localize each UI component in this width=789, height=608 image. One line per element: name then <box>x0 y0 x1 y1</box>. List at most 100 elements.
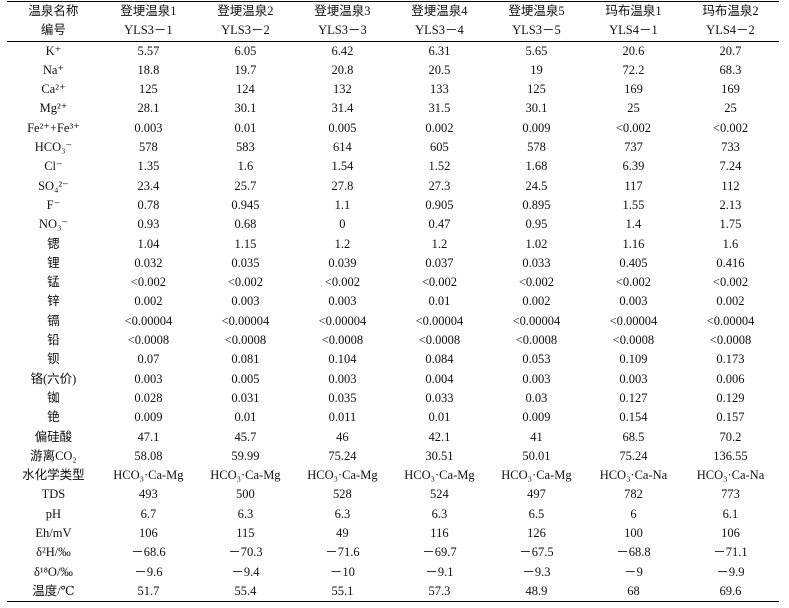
table-cell: 27.3 <box>428 178 451 193</box>
table-cell: 58.08 <box>134 448 163 463</box>
table-cell: 0.157 <box>716 410 745 425</box>
table-cell: 1.4 <box>625 217 642 232</box>
table-row: Eh/mV 106 115 49 116 126 100 106 <box>7 524 779 543</box>
table-row: Cl⁻ 1.35 1.6 1.54 1.52 1.68 6.39 7.24 <box>7 157 779 176</box>
row-label: 铯 <box>47 410 60 425</box>
table-cell: －68.6 <box>131 545 166 560</box>
table-cell: －9.9 <box>716 564 745 579</box>
row-label: 游离CO₂ <box>30 448 77 463</box>
table-cell: <0.002 <box>130 275 166 290</box>
row-label: Na⁺ <box>42 62 65 77</box>
row-label: Mg²⁺ <box>39 101 68 116</box>
table-row: 铯 0.009 0.01 0.011 0.01 0.009 0.154 0.157 <box>7 408 779 427</box>
table-cell: 55.1 <box>293 581 391 603</box>
header-cell: 登埂温泉5 <box>487 1 585 22</box>
table-cell: 31.4 <box>331 101 354 116</box>
table-cell: 7.24 <box>719 159 742 174</box>
table-cell: 6.31 <box>428 43 451 58</box>
table-row: 温度/℃ 51.7 55.4 55.1 57.3 48.9 68 69.6 <box>7 581 779 603</box>
header-row-ids: 编号 YLS3－1 YLS3－2 YLS3－3 YLS3－4 YLS3－5 YL… <box>7 21 779 42</box>
table-cell: －9.1 <box>425 564 454 579</box>
table-cell: 0.405 <box>619 255 648 270</box>
table-cell: 0.033 <box>425 390 454 405</box>
table-cell: －9.3 <box>522 564 551 579</box>
table-cell: HCO₃·Ca-Na <box>599 468 668 483</box>
table-cell: 0 <box>339 217 346 232</box>
table-cell: 0.009 <box>522 120 551 135</box>
row-label: 镉 <box>47 313 60 328</box>
row-label: 锰 <box>47 275 60 290</box>
table-cell: 75.24 <box>328 448 357 463</box>
header-cell: 玛布温泉1 <box>584 1 682 22</box>
table-cell: 6.3 <box>334 506 351 521</box>
row-label: Cl⁻ <box>44 159 63 174</box>
table-cell: 0.037 <box>425 255 454 270</box>
table-cell: 169 <box>721 82 740 97</box>
table-row: 锰 <0.002 <0.002 <0.002 <0.002 <0.002 <0.002 <0.… <box>7 273 779 292</box>
table-cell: <0.0008 <box>612 333 655 348</box>
table-row: 偏硅酸 47.1 45.7 46 42.1 41 68.5 70.2 <box>7 428 779 447</box>
table-cell: 1.55 <box>622 197 645 212</box>
table-cell: 1.54 <box>331 159 354 174</box>
table-cell: 6.1 <box>722 506 739 521</box>
table-cell: 48.9 <box>487 581 585 603</box>
table-cell: 20.8 <box>331 62 354 77</box>
table-cell: 106 <box>721 526 740 541</box>
table-row: 钡 0.07 0.081 0.104 0.084 0.053 0.109 0.173 <box>7 350 779 369</box>
row-label: Fe²⁺+Fe³⁺ <box>27 120 80 135</box>
table-row: 锶 1.04 1.15 1.2 1.2 1.02 1.16 1.6 <box>7 235 779 254</box>
table-header: 温泉名称 登埂温泉1 登埂温泉2 登埂温泉3 登埂温泉4 登埂温泉5 玛布温泉1… <box>7 1 779 42</box>
table-cell: 0.93 <box>137 217 160 232</box>
table-cell: 126 <box>527 526 546 541</box>
table-cell: 1.68 <box>525 159 548 174</box>
table-cell: 0.002 <box>134 294 163 309</box>
table-cell: 25 <box>627 101 640 116</box>
table-cell: 0.173 <box>716 352 745 367</box>
row-label: 温度/℃ <box>7 581 100 603</box>
table-cell: 0.129 <box>716 390 745 405</box>
table-cell: <0.002 <box>712 120 749 135</box>
table-cell: 25 <box>724 101 737 116</box>
table-cell: 0.07 <box>137 352 160 367</box>
table-cell: 0.003 <box>328 294 357 309</box>
table-cell: 1.52 <box>428 159 451 174</box>
table-cell: 28.1 <box>137 101 160 116</box>
table-cell: 68 <box>584 581 682 603</box>
table-cell: 125 <box>527 82 546 97</box>
row-label: 锂 <box>47 255 60 270</box>
table-cell: 1.04 <box>137 236 160 251</box>
table-cell: HCO₃·Ca-Na <box>696 468 765 483</box>
row-label: 铷 <box>47 390 60 405</box>
table-cell: 115 <box>236 526 255 541</box>
table-cell: 1.1 <box>334 197 351 212</box>
table-cell: <0.002 <box>615 275 652 290</box>
table-cell: 0.95 <box>525 217 548 232</box>
table-cell: 116 <box>430 526 449 541</box>
table-cell: 1.2 <box>334 236 351 251</box>
table-cell: <0.00004 <box>124 313 173 328</box>
table-cell: 0.01 <box>234 410 257 425</box>
table-cell: <0.0008 <box>515 333 558 348</box>
table-cell: 125 <box>139 82 158 97</box>
table-cell: 6.42 <box>331 43 354 58</box>
table-cell: 583 <box>236 140 255 155</box>
table-cell: 100 <box>624 526 643 541</box>
table-cell: 136.55 <box>713 448 748 463</box>
table-cell: 0.003 <box>328 371 357 386</box>
table-cell: 0.03 <box>525 390 548 405</box>
table-row: Ca²⁺ 125 124 132 133 125 169 169 <box>7 80 779 99</box>
table-cell: 72.2 <box>622 62 645 77</box>
row-label: Ca²⁺ <box>41 82 66 97</box>
table-row: Mg²⁺ 28.1 30.1 31.4 31.5 30.1 25 25 <box>7 99 779 118</box>
table-cell: HCO₃·Ca-Mg <box>501 468 572 483</box>
row-label: 锌 <box>47 294 60 309</box>
table-cell: 117 <box>624 178 643 193</box>
id-cell: YLS3－1 <box>99 21 197 42</box>
table-cell: 0.003 <box>134 120 163 135</box>
table-cell: <0.00004 <box>609 313 658 328</box>
table-cell: 0.006 <box>716 371 745 386</box>
table-row: Fe²⁺+Fe³⁺ 0.003 0.01 0.005 0.002 0.009 <0.002 <… <box>7 119 779 138</box>
table-cell: 1.2 <box>431 236 448 251</box>
table-cell: <0.002 <box>324 275 360 290</box>
table-cell: 132 <box>333 82 352 97</box>
